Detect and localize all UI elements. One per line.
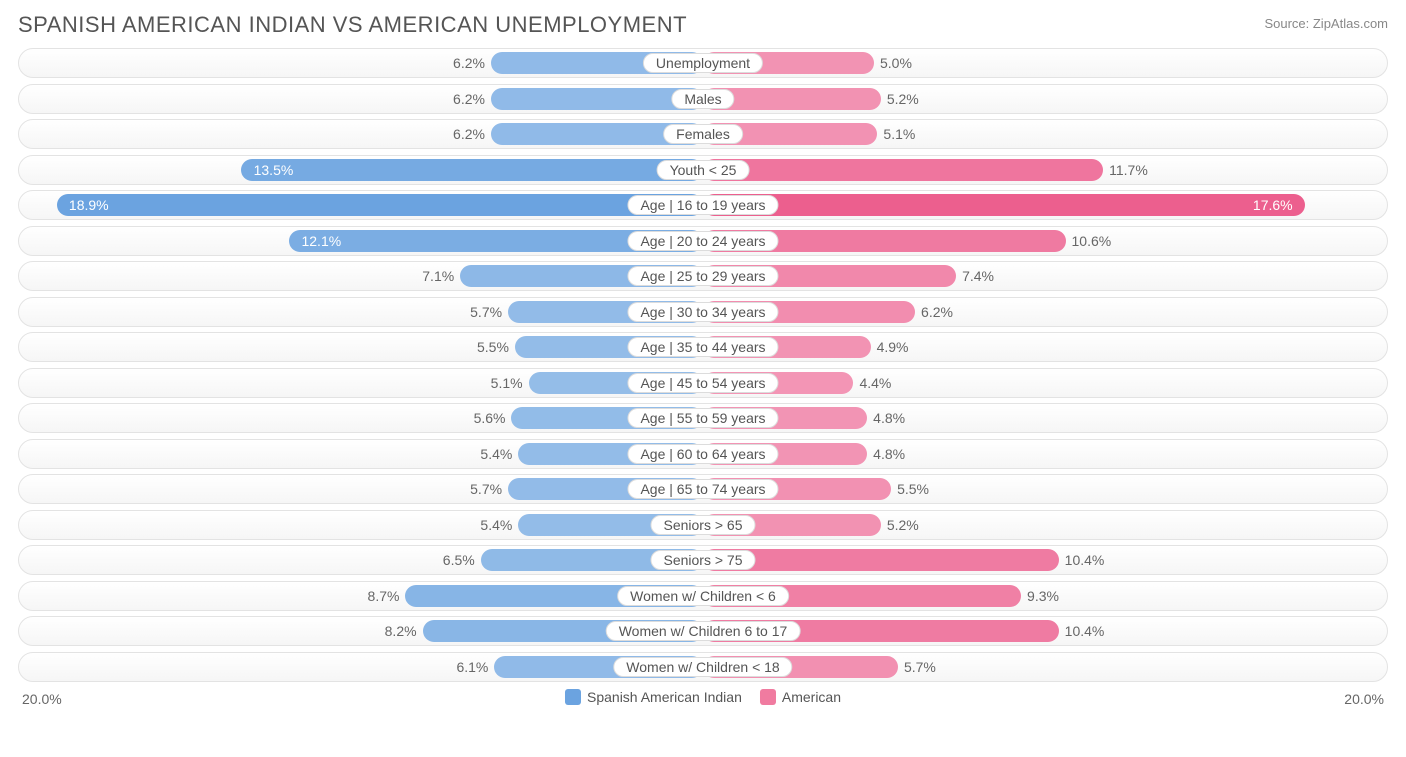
value-right: 5.7% xyxy=(904,659,936,675)
chart-row: 6.2% 5.1% Females xyxy=(18,119,1388,149)
value-right: 4.8% xyxy=(873,446,905,462)
legend-item-left: Spanish American Indian xyxy=(565,689,742,705)
category-label: Age | 65 to 74 years xyxy=(627,479,778,499)
legend-swatch-right-icon xyxy=(760,689,776,705)
value-left: 5.4% xyxy=(480,517,512,533)
header: SPANISH AMERICAN INDIAN VS AMERICAN UNEM… xyxy=(18,12,1388,38)
chart-row: 12.1% 10.6% Age | 20 to 24 years xyxy=(18,226,1388,256)
legend-label-right: American xyxy=(782,689,841,705)
value-left: 6.1% xyxy=(456,659,488,675)
value-left: 5.7% xyxy=(470,304,502,320)
value-right: 5.0% xyxy=(880,55,912,71)
value-left: 7.1% xyxy=(422,268,454,284)
bar-right xyxy=(703,159,1103,181)
chart-row: 6.1% 5.7% Women w/ Children < 18 xyxy=(18,652,1388,682)
chart-row: 5.4% 4.8% Age | 60 to 64 years xyxy=(18,439,1388,469)
category-label: Females xyxy=(663,124,743,144)
value-left: 6.2% xyxy=(453,55,485,71)
chart-footer: 20.0% 20.0% Spanish American Indian Amer… xyxy=(18,687,1388,717)
category-label: Age | 45 to 54 years xyxy=(627,373,778,393)
value-right: 17.6% xyxy=(1253,197,1293,213)
value-right: 6.2% xyxy=(921,304,953,320)
chart-row: 6.2% 5.2% Males xyxy=(18,84,1388,114)
chart-row: 6.5% 10.4% Seniors > 75 xyxy=(18,545,1388,575)
chart-row: 5.7% 5.5% Age | 65 to 74 years xyxy=(18,474,1388,504)
value-left: 5.6% xyxy=(474,410,506,426)
value-left: 8.7% xyxy=(368,588,400,604)
axis-max-right: 20.0% xyxy=(1344,691,1384,707)
value-left: 5.7% xyxy=(470,481,502,497)
category-label: Age | 60 to 64 years xyxy=(627,444,778,464)
value-left: 8.2% xyxy=(385,623,417,639)
legend-item-right: American xyxy=(760,689,841,705)
chart-row: 18.9% 17.6% Age | 16 to 19 years xyxy=(18,190,1388,220)
value-right: 10.6% xyxy=(1072,233,1112,249)
legend: Spanish American Indian American xyxy=(565,689,841,705)
legend-swatch-left-icon xyxy=(565,689,581,705)
value-right: 9.3% xyxy=(1027,588,1059,604)
value-left: 13.5% xyxy=(254,162,294,178)
value-right: 5.5% xyxy=(897,481,929,497)
category-label: Youth < 25 xyxy=(657,160,750,180)
value-left: 6.2% xyxy=(453,126,485,142)
value-right: 11.7% xyxy=(1109,162,1148,178)
value-right: 4.9% xyxy=(877,339,909,355)
category-label: Unemployment xyxy=(643,53,763,73)
chart-row: 7.1% 7.4% Age | 25 to 29 years xyxy=(18,261,1388,291)
value-left: 18.9% xyxy=(69,197,109,213)
value-right: 5.1% xyxy=(883,126,915,142)
chart-row: 8.7% 9.3% Women w/ Children < 6 xyxy=(18,581,1388,611)
chart-row: 5.4% 5.2% Seniors > 65 xyxy=(18,510,1388,540)
bar-left xyxy=(241,159,703,181)
value-left: 12.1% xyxy=(301,233,341,249)
category-label: Age | 20 to 24 years xyxy=(627,231,778,251)
chart-title: SPANISH AMERICAN INDIAN VS AMERICAN UNEM… xyxy=(18,12,687,38)
chart-row: 5.6% 4.8% Age | 55 to 59 years xyxy=(18,403,1388,433)
bar-left xyxy=(57,194,703,216)
category-label: Women w/ Children < 6 xyxy=(617,586,789,606)
value-right: 7.4% xyxy=(962,268,994,284)
category-label: Women w/ Children < 18 xyxy=(613,657,792,677)
category-label: Age | 25 to 29 years xyxy=(627,266,778,286)
category-label: Seniors > 65 xyxy=(651,515,756,535)
chart-row: 13.5% 11.7% Youth < 25 xyxy=(18,155,1388,185)
value-right: 10.4% xyxy=(1065,552,1105,568)
category-label: Seniors > 75 xyxy=(651,550,756,570)
category-label: Age | 35 to 44 years xyxy=(627,337,778,357)
bar-right xyxy=(703,194,1305,216)
value-left: 6.5% xyxy=(443,552,475,568)
axis-max-left: 20.0% xyxy=(22,691,62,707)
butterfly-chart: 6.2% 5.0% Unemployment 6.2% 5.2% Males 6.2% 5.1… xyxy=(18,48,1388,682)
category-label: Age | 30 to 34 years xyxy=(627,302,778,322)
chart-source: Source: ZipAtlas.com xyxy=(1264,16,1388,31)
category-label: Age | 16 to 19 years xyxy=(627,195,778,215)
value-left: 6.2% xyxy=(453,91,485,107)
value-right: 10.4% xyxy=(1065,623,1105,639)
value-right: 4.4% xyxy=(859,375,891,391)
chart-row: 6.2% 5.0% Unemployment xyxy=(18,48,1388,78)
bar-right xyxy=(703,549,1059,571)
value-right: 5.2% xyxy=(887,91,919,107)
value-right: 5.2% xyxy=(887,517,919,533)
category-label: Age | 55 to 59 years xyxy=(627,408,778,428)
chart-row: 5.5% 4.9% Age | 35 to 44 years xyxy=(18,332,1388,362)
category-label: Women w/ Children 6 to 17 xyxy=(606,621,801,641)
chart-row: 5.1% 4.4% Age | 45 to 54 years xyxy=(18,368,1388,398)
value-left: 5.4% xyxy=(480,446,512,462)
value-right: 4.8% xyxy=(873,410,905,426)
chart-row: 8.2% 10.4% Women w/ Children 6 to 17 xyxy=(18,616,1388,646)
value-left: 5.5% xyxy=(477,339,509,355)
category-label: Males xyxy=(671,89,734,109)
legend-label-left: Spanish American Indian xyxy=(587,689,742,705)
value-left: 5.1% xyxy=(491,375,523,391)
chart-row: 5.7% 6.2% Age | 30 to 34 years xyxy=(18,297,1388,327)
